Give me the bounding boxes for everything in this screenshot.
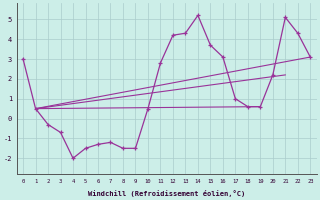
X-axis label: Windchill (Refroidissement éolien,°C): Windchill (Refroidissement éolien,°C) [88, 190, 245, 197]
